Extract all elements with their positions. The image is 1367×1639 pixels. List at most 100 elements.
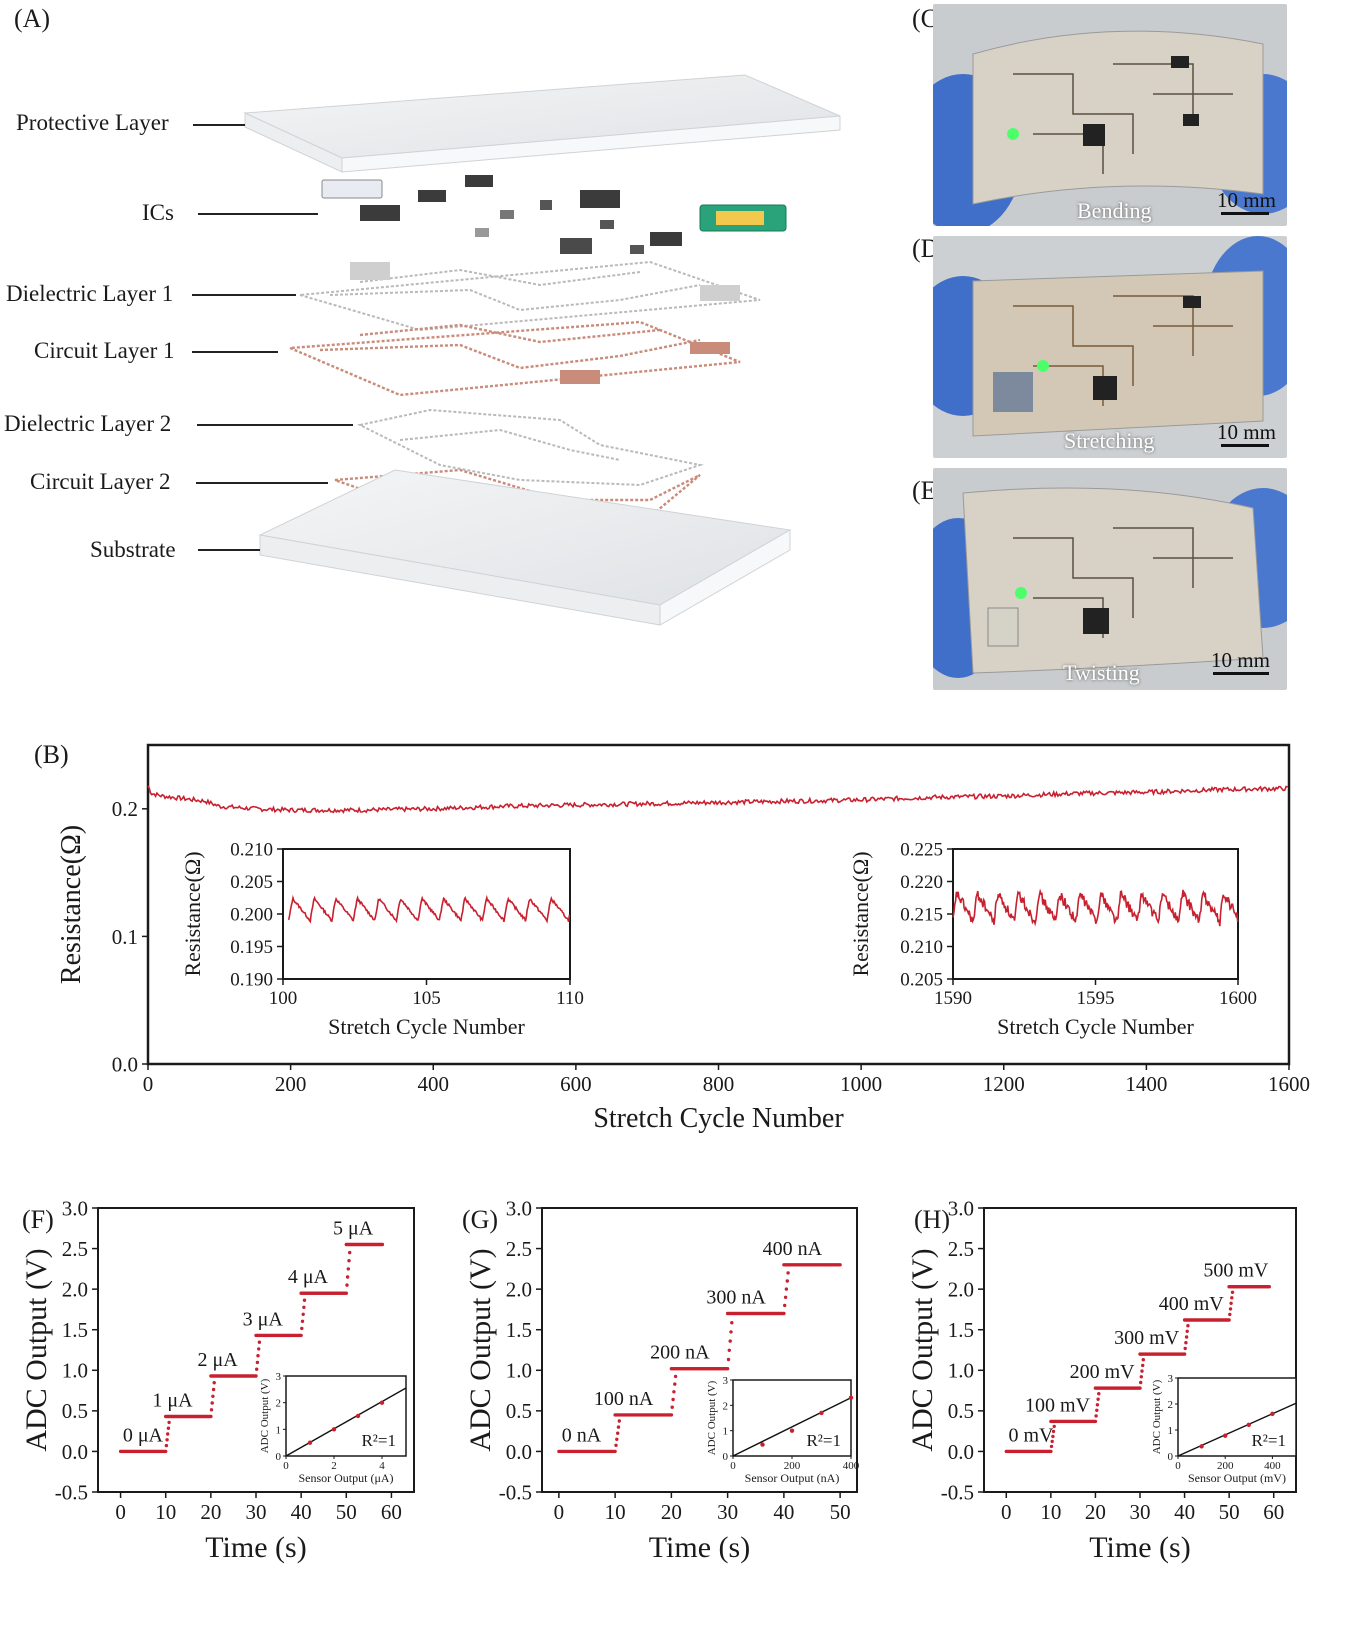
data-point (212, 1381, 216, 1385)
layer-label-substrate: Substrate (90, 537, 176, 562)
panel-label-f: (F) (22, 1205, 54, 1234)
series-points (118, 1242, 385, 1454)
x-tick-label: 1600 (1219, 988, 1257, 1009)
data-point (1052, 1424, 1056, 1429)
data-point (255, 1367, 259, 1371)
data-point (616, 1431, 620, 1435)
y-tick-label: 2.5 (948, 1237, 974, 1261)
data-point (616, 1425, 621, 1429)
inset-r-squared: R²=1 (806, 1431, 841, 1450)
data-point (725, 1367, 730, 1371)
data-point (615, 1437, 619, 1442)
inset-data-point (1223, 1433, 1228, 1438)
scale-bar-label: 10 mm (1217, 420, 1276, 444)
inset-linearity: 0 200 400 0 1 2 3 Sensor Output (nA) ADC Output … (706, 1375, 860, 1485)
x-tick-label: 20 (661, 1500, 682, 1524)
inset-y-tick-label: 0 (1168, 1451, 1174, 1463)
x-tick-label: 10 (1040, 1500, 1061, 1524)
x-tick-label: 40 (1174, 1500, 1195, 1524)
data-point (669, 1413, 674, 1417)
y-axis-title: ADC Output (V) (20, 1248, 53, 1451)
data-point (299, 1333, 303, 1338)
plot-frame (541, 1207, 858, 1493)
y-tick-label: 0.5 (948, 1399, 974, 1423)
inset-data-point (307, 1440, 313, 1445)
step-label: 400 mV (1159, 1293, 1225, 1315)
x-tick-label: 60 (381, 1500, 402, 1524)
chart-B-inset-right: 1590 1595 1600 0.205 0.210 0.215 0.220 0.225 Str… (848, 840, 1257, 1039)
data-point (302, 1305, 306, 1310)
inset-y-tick-label: 1 (276, 1424, 282, 1436)
data-point (1094, 1414, 1098, 1418)
data-point (1267, 1285, 1272, 1289)
protective-layer-slab (243, 74, 841, 173)
step-label: 100 mV (1025, 1394, 1091, 1416)
data-point (254, 1374, 258, 1378)
x-tick-label: 0 (115, 1500, 126, 1524)
y-tick-label: 3.0 (62, 1196, 88, 1220)
x-tick-label: 600 (560, 1072, 592, 1096)
data-point (1095, 1403, 1100, 1407)
layer-label-protective: Protective Layer (16, 110, 169, 135)
inset-data-point (789, 1428, 795, 1433)
data-point (1139, 1380, 1143, 1385)
y-tick-label: 3.0 (948, 1196, 974, 1220)
step-label: 2 μA (198, 1349, 239, 1371)
y-tick-label: 0.0 (62, 1440, 88, 1464)
data-point (166, 1426, 171, 1430)
inset-x-tick-label: 200 (784, 1460, 801, 1472)
data-point (670, 1405, 674, 1409)
inset-x-tick-label: 400 (843, 1460, 860, 1472)
data-point (1183, 1346, 1187, 1351)
inset-y-tick-label: 2 (1168, 1399, 1174, 1411)
inset-linearity: 0 2 4 0 1 2 3 Sensor Output (μA) ADC Output (V) R… (259, 1371, 407, 1485)
inset-x-tick-label: 400 (1264, 1460, 1281, 1472)
x-tick-label: 800 (703, 1072, 735, 1096)
x-tick-label: 400 (418, 1072, 450, 1096)
inset-x-axis-title: Sensor Output (μA) (298, 1471, 393, 1485)
dielectric-layer-2 (357, 408, 704, 487)
step-label: 3 μA (243, 1308, 284, 1330)
leader-line (198, 549, 260, 551)
data-point (1186, 1324, 1190, 1328)
data-point (727, 1348, 731, 1353)
step-label: 300 mV (1114, 1327, 1180, 1349)
x-tick-label: 1400 (1125, 1072, 1167, 1096)
x-tick-label: 0 (554, 1500, 565, 1524)
data-point (1093, 1419, 1098, 1424)
inset-y-axis-title: ADC Output (V) (706, 1380, 718, 1455)
data-point (1051, 1429, 1056, 1434)
y-tick-label: 0.5 (62, 1399, 88, 1423)
inset-x-axis-title: Sensor Output (nA) (745, 1471, 840, 1485)
y-tick-label: 0.1 (112, 925, 138, 949)
data-point (1097, 1392, 1101, 1396)
series-points (1004, 1285, 1272, 1454)
inset-y-tick-label: 3 (276, 1371, 282, 1383)
panel-label-g: (G) (462, 1205, 499, 1234)
data-point (838, 1263, 842, 1267)
data-point (614, 1443, 618, 1448)
flexible-circuit-illustration (933, 236, 1287, 458)
inset-y-tick-label: 1 (1168, 1425, 1174, 1437)
leader-line (198, 213, 318, 215)
layer-label-dielectric-1: Dielectric Layer 1 (6, 281, 174, 306)
step-label: 200 mV (1070, 1361, 1136, 1383)
y-tick-label: 2.0 (62, 1277, 88, 1301)
data-point (1184, 1335, 1189, 1339)
y-tick-label: 0.210 (900, 937, 943, 958)
layer-label-ics: ICs (142, 200, 174, 225)
x-tick-label: 10 (605, 1500, 626, 1524)
x-tick-label: 0 (143, 1072, 154, 1096)
x-tick-label: 105 (412, 988, 441, 1009)
inset-data-point (819, 1410, 824, 1416)
data-point (164, 1443, 169, 1448)
data-point (785, 1279, 789, 1283)
x-axis-title: Time (s) (649, 1531, 750, 1564)
data-point (1095, 1408, 1099, 1413)
y-axis-title: Resistance(Ω) (848, 851, 873, 976)
y-tick-label: 0.0 (112, 1052, 138, 1076)
data-point (672, 1390, 676, 1394)
x-tick-label: 100 (269, 988, 298, 1009)
y-tick-label: 2.5 (62, 1237, 88, 1261)
photo-bending: Bending 10 mm (933, 4, 1287, 226)
